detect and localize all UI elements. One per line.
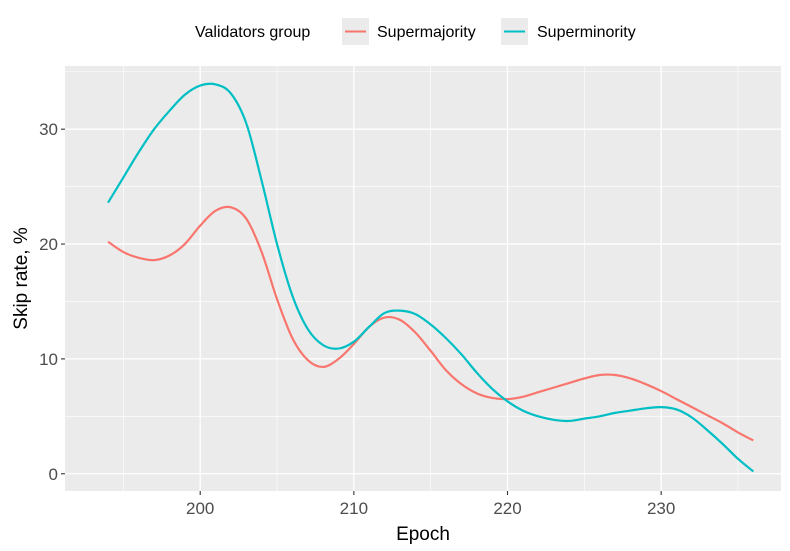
- legend-label-superminority: Superminority: [537, 24, 636, 41]
- y-tick-label: 10: [39, 350, 58, 369]
- y-axis-title: Skip rate, %: [11, 227, 32, 330]
- x-tick-label: 220: [493, 499, 521, 518]
- tick-labels: 200 210 220 230 0 10 20 30: [39, 120, 675, 518]
- x-tick-label: 230: [647, 499, 675, 518]
- series-lines: [107, 82, 755, 473]
- legend-title: Validators group: [195, 24, 310, 41]
- grid-major: [65, 66, 781, 491]
- y-tick-label: 30: [39, 120, 58, 139]
- x-axis-title: Epoch: [396, 524, 450, 545]
- series-line-superminority: [107, 82, 755, 473]
- legend: Validators group Supermajority Supermino…: [195, 18, 636, 45]
- x-tick-label: 200: [186, 499, 214, 518]
- x-tick-label: 210: [340, 499, 368, 518]
- series-line-supermajority: [107, 205, 754, 442]
- y-tick-label: 0: [49, 465, 58, 484]
- axis-ticks: [61, 128, 662, 495]
- y-tick-label: 20: [39, 235, 58, 254]
- legend-label-supermajority: Supermajority: [377, 24, 476, 41]
